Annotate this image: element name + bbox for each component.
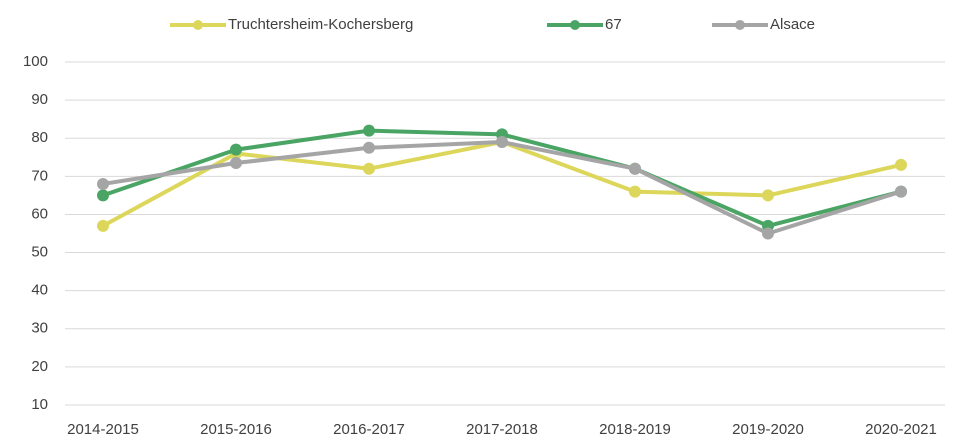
data-point: [629, 185, 641, 198]
data-point: [762, 227, 774, 240]
y-tick-label: 30: [31, 320, 48, 337]
y-tick-label: 50: [31, 244, 48, 261]
data-point: [496, 136, 508, 149]
data-point: [363, 162, 375, 175]
x-tick-label: 2014-2015: [67, 421, 139, 438]
legend-marker: [193, 20, 203, 30]
data-point: [97, 219, 109, 232]
y-tick-label: 70: [31, 167, 48, 184]
data-point: [363, 124, 375, 137]
legend-label: Truchtersheim-Kochersberg: [228, 16, 413, 33]
x-tick-label: 2017-2018: [466, 421, 538, 438]
x-tick-label: 2016-2017: [333, 421, 405, 438]
data-point: [895, 185, 907, 198]
y-tick-label: 20: [31, 358, 48, 375]
data-point: [97, 177, 109, 190]
data-point: [230, 156, 242, 169]
legend-label: Alsace: [770, 16, 815, 33]
y-tick-label: 40: [31, 282, 48, 299]
y-tick-label: 60: [31, 205, 48, 222]
y-tick-label: 10: [31, 396, 48, 413]
legend-marker: [570, 20, 580, 30]
data-point: [629, 162, 641, 175]
data-point: [895, 158, 907, 171]
x-tick-label: 2020-2021: [865, 421, 937, 438]
y-tick-label: 80: [31, 129, 48, 146]
y-tick-label: 100: [23, 53, 48, 70]
data-point: [97, 189, 109, 202]
legend-label: 67: [605, 16, 622, 33]
data-point: [363, 141, 375, 154]
y-tick-label: 90: [31, 91, 48, 108]
x-tick-label: 2019-2020: [732, 421, 804, 438]
legend-marker: [735, 20, 745, 30]
x-tick-label: 2015-2016: [200, 421, 272, 438]
data-point: [230, 143, 242, 156]
data-point: [762, 189, 774, 202]
x-tick-label: 2018-2019: [599, 421, 671, 438]
